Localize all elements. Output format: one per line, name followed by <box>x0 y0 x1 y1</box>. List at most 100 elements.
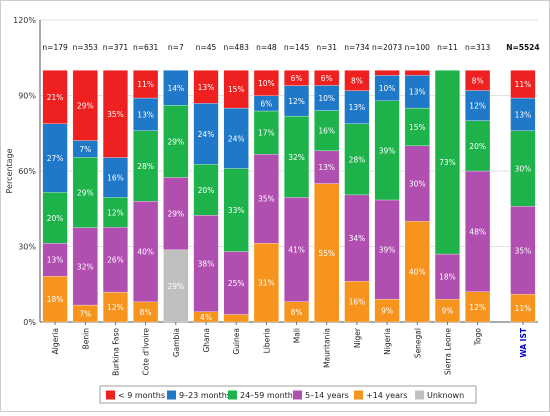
bar-algeria-9-months <box>42 70 68 124</box>
legend-label-9-months: < 9 months <box>118 391 165 400</box>
n-label: n=353 <box>73 43 99 52</box>
bar-mauritania-14-years <box>314 183 340 323</box>
bar-nigeria-9-months <box>374 70 400 76</box>
data-label: 48% <box>469 227 486 236</box>
legend-label-5-14-years: 5–14 years <box>305 391 349 400</box>
data-label: 28% <box>349 155 366 164</box>
y-tick-label: 60% <box>18 167 36 176</box>
n-label: n=31 <box>316 43 337 52</box>
bar-benin-5-14-years <box>72 227 98 306</box>
bar-togo-9-months <box>465 70 491 91</box>
data-label: 30% <box>515 164 532 173</box>
bar-liberia-9-months <box>253 70 279 96</box>
y-tick-label: 90% <box>18 92 36 101</box>
bar-liberia-5-14-years <box>253 154 279 244</box>
bar-mauritania-9-months <box>314 70 340 86</box>
data-label: 13% <box>515 110 532 119</box>
data-label: 11% <box>137 80 154 89</box>
n-label: n=7 <box>168 43 184 52</box>
data-label: 16% <box>107 173 124 182</box>
data-label: 29% <box>167 210 184 219</box>
data-label: 32% <box>77 262 94 271</box>
bar-gambia-5-14-years <box>163 177 189 250</box>
bar-wa-ist-5-14-years <box>510 206 536 295</box>
data-label: 35% <box>258 195 275 204</box>
data-label: 55% <box>318 249 335 258</box>
bar-guinea-14-years <box>223 314 249 323</box>
x-tick-label: Liberia <box>262 328 271 353</box>
data-label: 8% <box>140 308 152 317</box>
bar-mali-9-23-months <box>284 85 310 117</box>
bar-togo-24-59-months <box>465 120 491 172</box>
bar-niger-9-months <box>344 70 370 91</box>
legend-swatch-5-14-years <box>293 390 302 400</box>
data-label: 29% <box>167 137 184 146</box>
legend-label-9-23-months: 9–23 months <box>179 391 231 400</box>
bar-algeria-9-23-months <box>42 123 68 193</box>
bar-gambia-24-59-months <box>163 105 189 178</box>
legend-swatch-24-59-months <box>228 390 237 400</box>
bar-burkina-faso-24-59-months <box>102 197 128 228</box>
bar-mali-5-14-years <box>284 197 310 302</box>
x-tick-label: Mali <box>293 328 302 343</box>
x-tick-label: Algeria <box>51 328 60 354</box>
data-label: 8% <box>351 77 363 86</box>
y-tick-label: 120% <box>13 16 36 25</box>
bar-cote-d-ivoire-24-59-months <box>133 130 159 202</box>
data-label: 20% <box>469 142 486 151</box>
bar-togo-9-23-months <box>465 90 491 121</box>
data-label: 14% <box>167 84 184 93</box>
bar-cote-d-ivoire-9-months <box>133 70 159 99</box>
x-tick-label: Niger <box>353 327 362 348</box>
bar-benin-24-59-months <box>72 157 98 228</box>
data-label: 9% <box>381 307 393 316</box>
bar-nigeria-9-23-months <box>374 75 400 101</box>
data-label: 34% <box>349 234 366 243</box>
n-label: n=371 <box>103 43 129 52</box>
bar-algeria-14-years <box>42 276 68 323</box>
n-label: n=313 <box>465 43 491 52</box>
x-tick-label: Senegal <box>413 328 422 358</box>
x-tick-label: Nigeria <box>383 328 392 355</box>
bar-guinea-9-months <box>223 70 249 109</box>
data-label: 39% <box>379 146 396 155</box>
bar-gambia-unknown <box>163 249 189 323</box>
data-label: 6% <box>260 99 272 108</box>
n-label: N=5524 <box>506 43 539 52</box>
bar-togo-14-years <box>465 291 491 323</box>
data-label: 39% <box>379 246 396 255</box>
data-label: 13% <box>409 88 426 97</box>
data-label: 38% <box>198 260 215 269</box>
data-label: 6% <box>291 74 303 83</box>
data-label: 35% <box>515 246 532 255</box>
n-label: n=483 <box>224 43 250 52</box>
data-label: 29% <box>77 101 94 110</box>
data-label: 6% <box>321 74 333 83</box>
n-label: n=631 <box>133 43 159 52</box>
bar-niger-5-14-years <box>344 194 370 282</box>
data-label: 13% <box>198 83 215 92</box>
bar-senegal-9-months <box>404 70 430 76</box>
bar-niger-24-59-months <box>344 123 370 196</box>
data-label: 16% <box>318 127 335 136</box>
bar-burkina-faso-14-years <box>102 291 128 323</box>
bar-mauritania-5-14-years <box>314 150 340 184</box>
bar-sierra-leone-24-59-months <box>434 70 460 255</box>
data-label: 18% <box>47 295 64 304</box>
bar-mauritania-24-59-months <box>314 110 340 152</box>
bar-senegal-24-59-months <box>404 107 430 146</box>
n-label: n=2073 <box>372 43 402 52</box>
x-tick-label: Togo <box>474 328 483 347</box>
x-tick-label: Burkina Faso <box>111 328 120 376</box>
bar-burkina-faso-9-23-months <box>102 157 128 198</box>
n-label: n=734 <box>344 43 370 52</box>
bar-nigeria-5-14-years <box>374 199 400 300</box>
bar-ghana-5-14-years <box>193 215 219 312</box>
bar-mauritania-9-23-months <box>314 85 340 111</box>
data-label: 8% <box>472 76 484 85</box>
data-label: 25% <box>228 279 245 288</box>
bar-algeria-5-14-years <box>42 243 68 277</box>
bar-benin-9-months <box>72 70 98 141</box>
